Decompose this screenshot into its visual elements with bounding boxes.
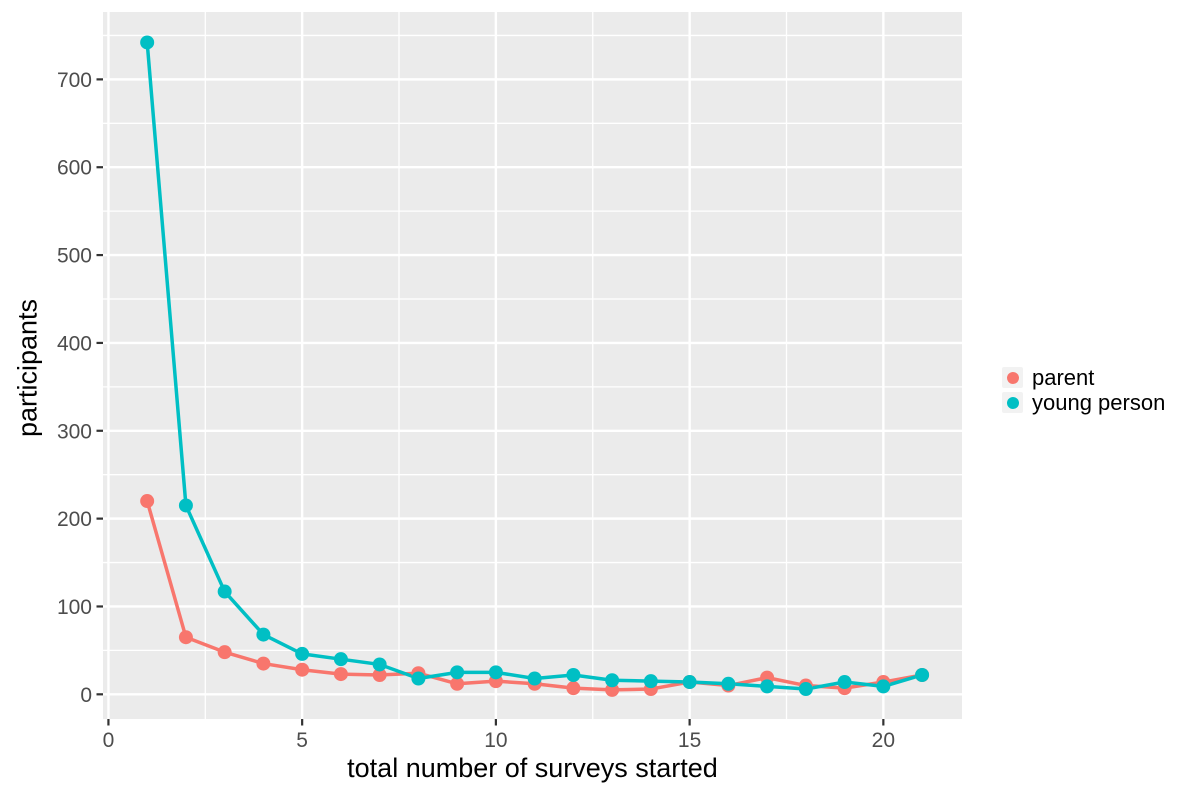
svg-text:400: 400 [57,332,92,355]
legend-item-young-person: young person [1002,390,1165,415]
svg-text:20: 20 [872,729,895,752]
legend-label-parent: parent [1032,364,1095,390]
legend-label-young-person: young person [1032,389,1166,415]
legend-item-parent: parent [1002,365,1165,390]
legend-key [1002,392,1023,413]
x-axis-title: total number of surveys started [347,753,718,783]
svg-text:0: 0 [80,684,92,707]
svg-text:0: 0 [103,729,115,752]
y-axis-title: participants [12,298,43,438]
svg-text:15: 15 [678,729,701,752]
parent-point-icon [1006,371,1019,384]
svg-text:200: 200 [57,508,92,531]
svg-text:300: 300 [57,420,92,443]
svg-text:5: 5 [296,729,308,752]
svg-text:500: 500 [57,245,92,268]
svg-text:600: 600 [57,157,92,180]
legend: parent young person [1002,365,1165,415]
young-person-point-icon [1006,396,1019,409]
legend-key [1002,367,1023,388]
svg-text:100: 100 [57,596,92,619]
svg-text:700: 700 [57,69,92,92]
svg-text:10: 10 [484,729,507,752]
